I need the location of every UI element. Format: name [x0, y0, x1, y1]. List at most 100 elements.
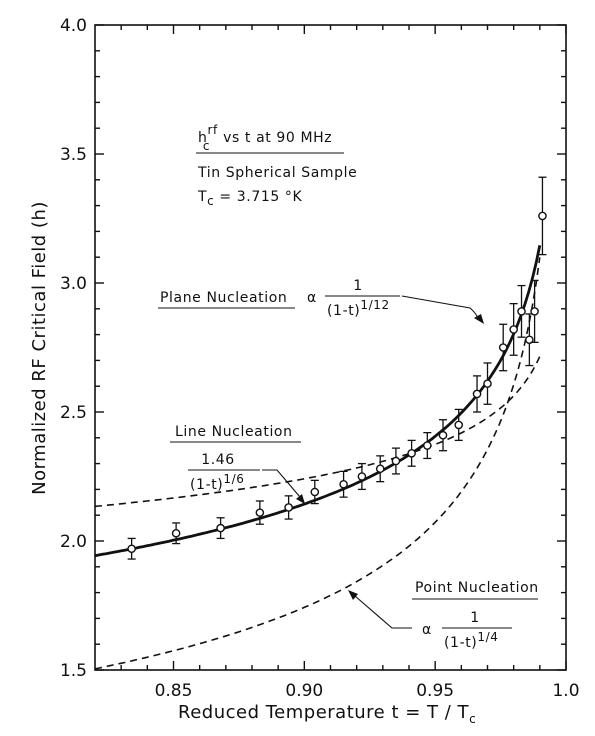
plane-arrow-head: [474, 314, 484, 324]
point-nucleation-label: Point Nucleation: [415, 580, 539, 596]
data-marker: [407, 448, 416, 458]
plane-den-exp: 1/12: [360, 298, 389, 312]
plane-alpha: α: [307, 290, 317, 306]
data-point: [255, 500, 265, 525]
info-box: hrf c vs t at 90 MHz Tin Spherical Sample…: [196, 123, 357, 208]
data-marker: [509, 325, 518, 334]
point-nucleation-curve: [94, 257, 541, 670]
data-point: [483, 362, 492, 405]
x-axis: 0.85 0.90 0.95 1.0: [120, 25, 580, 701]
data-marker: [255, 508, 265, 517]
point-leader-arrow: [354, 595, 412, 629]
data-point: [538, 176, 547, 256]
plane-denominator: (1-t)1/12: [327, 298, 390, 319]
info-line-1: hrf c vs t at 90 MHz: [198, 123, 332, 153]
y-axis: 1.5 2.0 2.5 3.0 3.5 4.0: [60, 16, 566, 681]
data-points: [127, 176, 547, 560]
info-tc-sub: c: [207, 194, 214, 208]
point-arrow-head: [348, 590, 358, 600]
x-tick-label: 0.90: [285, 681, 323, 701]
info-line-1-rest: vs t at 90 MHz: [218, 130, 332, 146]
info-line-2: Tin Spherical Sample: [197, 165, 357, 181]
data-marker: [127, 544, 136, 554]
point-den-base: (1-t): [444, 635, 477, 651]
data-marker: [517, 307, 526, 316]
data-marker: [530, 307, 539, 316]
x-axis-label: Reduced Temperature t = T / Tc: [178, 702, 476, 726]
line-arrow-head: [296, 494, 305, 504]
data-point: [472, 375, 482, 413]
data-point: [438, 419, 448, 452]
line-denominator: (1-t)1/6: [190, 472, 245, 493]
point-den-exp: 1/4: [477, 630, 498, 644]
data-point: [530, 279, 539, 343]
data-marker: [525, 335, 534, 345]
line-den-exp: 1/6: [223, 472, 244, 486]
data-marker: [391, 456, 401, 466]
y-tick-label: 3.0: [60, 274, 87, 294]
plane-den-base: (1-t): [327, 303, 360, 319]
line-den-base: (1-t): [190, 477, 223, 493]
info-h-sup: rf: [207, 123, 218, 137]
x-axis-label-sub: c: [469, 712, 476, 726]
x-tick-label: 0.85: [155, 681, 193, 701]
point-alpha: α: [422, 622, 432, 638]
data-marker: [357, 472, 367, 481]
plot-frame: [94, 24, 567, 671]
data-point: [357, 462, 367, 491]
info-line-3: Tc = 3.715 °K: [197, 189, 303, 208]
plane-nucleation-curve: [94, 356, 541, 508]
info-tc: T: [197, 189, 207, 205]
data-marker: [171, 528, 181, 538]
info-tc-rest: = 3.715 °K: [214, 189, 302, 205]
data-point: [284, 495, 293, 520]
data-point: [423, 431, 432, 460]
y-tick-label: 3.5: [60, 145, 87, 165]
data-marker: [284, 503, 293, 512]
plane-numerator: 1: [353, 278, 363, 294]
y-tick-label: 1.5: [60, 661, 87, 681]
data-marker: [483, 379, 492, 388]
y-tick-label: 2.0: [60, 532, 87, 552]
data-point: [310, 479, 320, 505]
data-marker: [310, 487, 320, 497]
x-tick-label: 1.0: [552, 681, 579, 701]
info-h: h: [198, 130, 207, 146]
curves: [94, 245, 542, 670]
data-point: [517, 284, 526, 338]
data-marker: [339, 479, 348, 489]
line-numerator: 1.46: [201, 452, 235, 468]
data-point: [407, 439, 416, 467]
plane-nucleation-annotation: Plane Nucleation α 1 (1-t)1/12: [158, 278, 484, 324]
y-axis-label: Normalized RF Critical Field (h): [29, 201, 50, 495]
data-point: [216, 517, 225, 540]
data-point: [339, 470, 348, 498]
data-point: [498, 323, 508, 372]
point-denominator: (1-t)1/4: [444, 630, 499, 651]
data-point: [454, 408, 464, 442]
data-marker: [423, 441, 432, 450]
data-point: [127, 537, 136, 560]
line-nucleation-curve: [94, 245, 542, 558]
data-marker: [498, 343, 508, 352]
data-marker: [438, 430, 448, 440]
data-marker: [472, 389, 482, 399]
plane-leader-arrow: [401, 295, 479, 319]
x-tick-label: 0.95: [416, 681, 454, 701]
data-point: [375, 455, 385, 483]
line-nucleation-annotation: Line Nucleation 1.46 (1-t)1/6: [170, 424, 305, 504]
info-h-sub: c: [203, 139, 210, 153]
line-nucleation-label: Line Nucleation: [175, 424, 293, 440]
data-marker: [375, 464, 385, 474]
line-leader-arrow: [262, 469, 301, 498]
data-marker: [216, 523, 225, 533]
data-marker: [454, 420, 464, 430]
data-point: [509, 302, 518, 356]
y-tick-label: 4.0: [60, 16, 87, 36]
x-axis-label-main: Reduced Temperature t = T / T: [178, 702, 470, 723]
data-point: [391, 447, 401, 475]
y-tick-label: 2.5: [60, 403, 87, 423]
point-nucleation-annotation: Point Nucleation α 1 (1-t)1/4: [348, 580, 539, 651]
data-point: [525, 313, 534, 367]
